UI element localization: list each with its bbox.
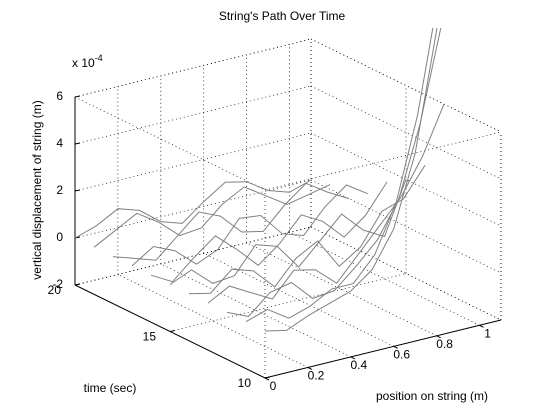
z-tick <box>74 189 81 192</box>
x-tick-label: 0.6 <box>393 348 410 362</box>
grid-line <box>310 179 502 274</box>
grid-line <box>310 226 502 321</box>
y-tick-label: 15 <box>143 330 157 344</box>
string-curve <box>131 184 369 267</box>
y-tick <box>169 330 176 332</box>
x-tick-label: 0.4 <box>350 358 367 372</box>
y-tick <box>264 376 271 379</box>
x-tick <box>307 367 313 370</box>
grid-line <box>74 226 312 286</box>
grid-line <box>74 132 312 192</box>
curves <box>74 28 445 332</box>
grid-line <box>310 85 502 180</box>
z-exponent-base: x 10 <box>72 56 95 70</box>
z-tick-label: -2 <box>52 277 63 291</box>
grid-line <box>289 231 480 326</box>
grid-line <box>74 85 312 145</box>
z-tick-label: 4 <box>56 136 63 150</box>
x-tick <box>436 335 441 339</box>
z-tick-label: 2 <box>56 183 63 197</box>
string-curve <box>93 184 331 248</box>
box-edge <box>264 131 502 191</box>
grid-line <box>310 38 502 133</box>
z-tick <box>74 283 81 286</box>
x-tick <box>350 356 356 360</box>
x-tick <box>393 345 398 349</box>
grid-line <box>169 273 407 332</box>
y-tick-label: 10 <box>238 376 252 390</box>
grid-line <box>160 263 351 358</box>
x-tick-label: 0 <box>270 379 277 393</box>
z-tick <box>74 142 81 145</box>
z-exponent-power: -4 <box>95 53 103 63</box>
string-curve <box>188 165 426 295</box>
string-curve <box>245 28 434 323</box>
grid-line <box>203 253 394 347</box>
string-curve <box>112 182 350 261</box>
x-tick <box>479 324 484 328</box>
z-tick-label: 0 <box>56 230 63 244</box>
chart-title: String's Path Over Time <box>219 9 346 23</box>
z-axis-label: vertical displacement of string (m) <box>30 100 44 279</box>
box-edge <box>74 96 266 191</box>
string-curve <box>264 28 438 332</box>
box-edge <box>310 38 502 133</box>
grid-line <box>74 179 312 239</box>
y-tick-label: 20 <box>48 283 62 297</box>
grid-line <box>310 132 502 227</box>
x-tick-label: 0.8 <box>436 337 453 351</box>
string-curve <box>74 179 312 239</box>
y-axis-label: time (sec) <box>84 381 137 395</box>
x-axis-label: position on string (m) <box>376 389 488 403</box>
x-tick-label: 0.2 <box>308 369 325 383</box>
grid-line <box>74 38 312 98</box>
z-tick-label: 6 <box>56 89 63 103</box>
string-curve <box>169 179 407 285</box>
z-exponent: x 10-4 <box>72 53 103 70</box>
x-axis <box>264 319 502 379</box>
string-curve <box>150 181 388 283</box>
grid-line <box>246 242 437 337</box>
z-tick <box>74 95 81 98</box>
string-curve <box>226 28 442 318</box>
x-tick-label: 1 <box>484 326 491 340</box>
grid-line <box>117 274 309 368</box>
